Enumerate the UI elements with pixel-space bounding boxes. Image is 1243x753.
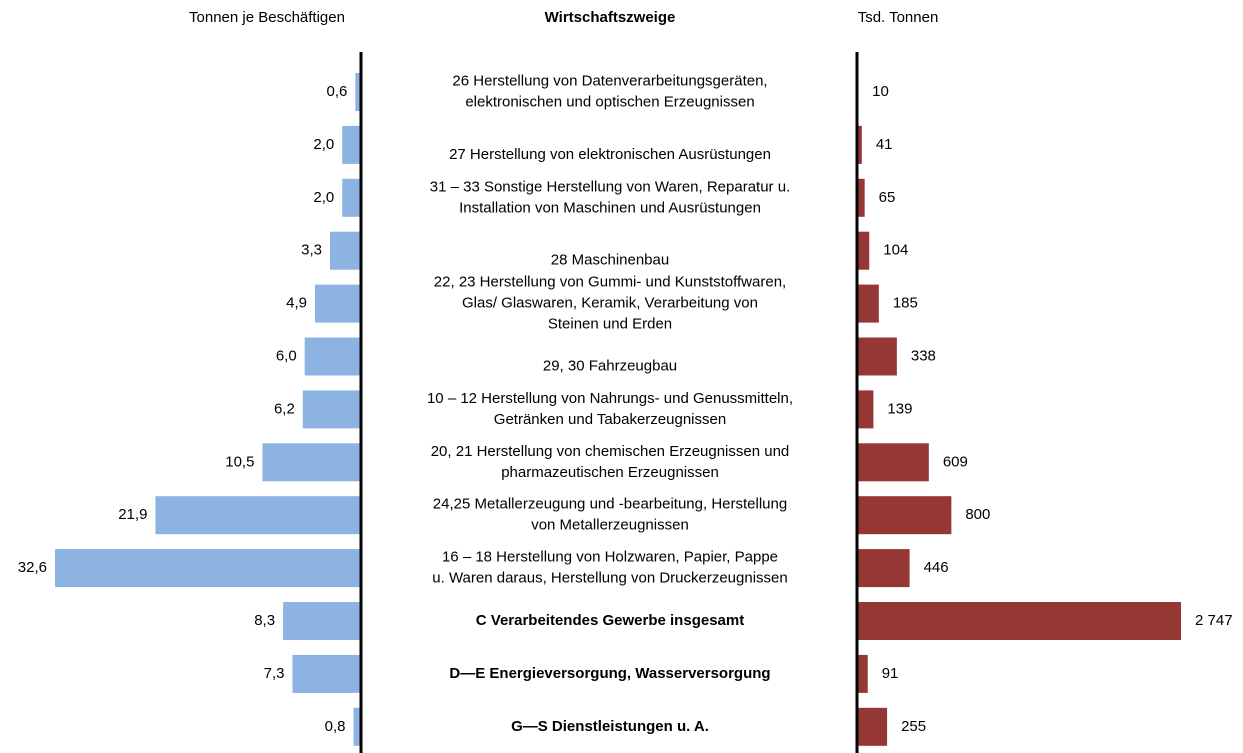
category-label: 31 – 33 Sonstige Herstellung von Waren, … xyxy=(430,178,790,216)
value-label: 0,8 xyxy=(325,718,346,735)
value-label: 6,0 xyxy=(276,347,297,364)
category-label: 24,25 Metallerzeugung und -bearbeitung, … xyxy=(433,496,787,534)
bar xyxy=(857,443,929,482)
value-label: 65 xyxy=(879,189,896,206)
value-label: 32,6 xyxy=(18,559,47,576)
bar xyxy=(353,707,361,746)
bar xyxy=(857,284,879,323)
bar xyxy=(315,284,361,323)
value-label: 7,3 xyxy=(264,665,285,682)
bar xyxy=(304,337,361,376)
bar xyxy=(292,654,361,693)
value-label: 4,9 xyxy=(286,295,307,312)
value-label: 0,6 xyxy=(327,83,348,100)
value-label: 139 xyxy=(887,400,912,417)
value-label: 3,3 xyxy=(301,242,322,259)
chart-title: Wirtschaftszweige xyxy=(545,9,676,26)
category-label: 28 Maschinenbau xyxy=(551,252,669,269)
bar xyxy=(355,73,361,111)
value-label: 10 xyxy=(872,83,889,100)
right-series-title: Tsd. Tonnen xyxy=(858,9,939,26)
bar xyxy=(342,125,361,164)
bar xyxy=(302,390,361,429)
value-label: 255 xyxy=(901,718,926,735)
bar xyxy=(857,125,862,164)
category-label: C Verarbeitendes Gewerbe insgesamt xyxy=(476,612,744,629)
value-label: 10,5 xyxy=(225,453,254,470)
value-label: 2,0 xyxy=(313,136,334,153)
category-label: D—E Energieversorgung, Wasserversorgung xyxy=(449,665,770,682)
value-label: 800 xyxy=(965,506,990,523)
category-label: G—S Dienstleistungen u. A. xyxy=(511,718,709,735)
bar xyxy=(55,549,361,588)
bar xyxy=(857,231,870,270)
bar xyxy=(857,496,952,535)
category-label: 22, 23 Herstellung von Gummi- und Kunsts… xyxy=(434,274,786,333)
bar xyxy=(857,707,888,746)
value-label: 446 xyxy=(924,559,949,576)
bar xyxy=(155,496,361,535)
category-label: 10 – 12 Herstellung von Nahrungs- und Ge… xyxy=(427,390,793,428)
bar xyxy=(857,178,865,217)
category-label: 20, 21 Herstellung von chemischen Erzeug… xyxy=(431,443,790,481)
value-label: 6,2 xyxy=(274,400,295,417)
bar xyxy=(342,178,361,217)
bar xyxy=(857,390,874,429)
bar xyxy=(857,654,868,693)
bar xyxy=(283,602,361,640)
value-label: 2 747 xyxy=(1195,612,1233,629)
value-label: 104 xyxy=(883,242,908,259)
left-series-title: Tonnen je Beschäftigen xyxy=(189,9,345,26)
value-label: 609 xyxy=(943,453,968,470)
bar xyxy=(857,549,910,588)
value-label: 8,3 xyxy=(254,612,275,629)
value-label: 21,9 xyxy=(118,506,147,523)
bar xyxy=(857,337,897,376)
value-label: 91 xyxy=(882,665,899,682)
bar xyxy=(857,602,1181,640)
value-label: 185 xyxy=(893,295,918,312)
bar xyxy=(330,231,361,270)
category-label: 16 – 18 Herstellung von Holzwaren, Papie… xyxy=(432,549,787,587)
value-label: 2,0 xyxy=(313,189,334,206)
value-label: 338 xyxy=(911,347,936,364)
category-label: 26 Herstellung von Datenverarbeitungsger… xyxy=(452,72,767,110)
category-label: 29, 30 Fahrzeugbau xyxy=(543,357,677,374)
value-label: 41 xyxy=(876,136,893,153)
category-label: 27 Herstellung von elektronischen Ausrüs… xyxy=(449,146,771,163)
bar xyxy=(262,443,361,482)
